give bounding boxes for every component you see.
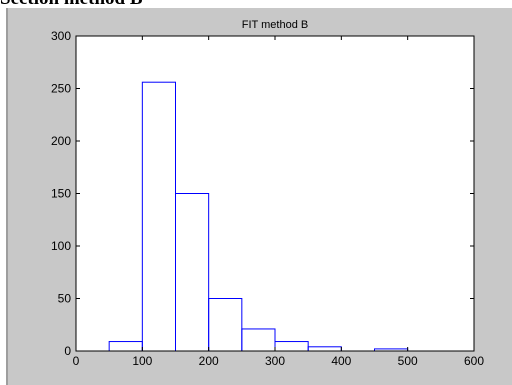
chart-title: FIT method B xyxy=(242,19,308,31)
page-heading: Section method B xyxy=(0,0,143,10)
y-tick-label-300: 300 xyxy=(51,29,71,43)
x-tick-label-500: 500 xyxy=(398,354,418,368)
x-tick-label-600: 600 xyxy=(464,354,484,368)
axes-background xyxy=(76,36,474,351)
y-axis: 0 50 100 150 200 250 300 xyxy=(51,29,474,358)
y-tick-label-100: 100 xyxy=(51,239,71,253)
x-axis: 0 100 200 300 400 500 600 xyxy=(73,36,484,368)
y-tick-label-200: 200 xyxy=(51,134,71,148)
x-tick-label-100: 100 xyxy=(132,354,152,368)
y-tick-label-150: 150 xyxy=(51,187,71,201)
x-tick-label-0: 0 xyxy=(73,354,80,368)
y-tick-label-0: 0 xyxy=(64,344,71,358)
x-tick-label-400: 400 xyxy=(331,354,351,368)
x-tick-label-200: 200 xyxy=(199,354,219,368)
y-tick-label-50: 50 xyxy=(58,292,72,306)
x-tick-label-300: 300 xyxy=(265,354,285,368)
y-tick-label-250: 250 xyxy=(51,82,71,96)
